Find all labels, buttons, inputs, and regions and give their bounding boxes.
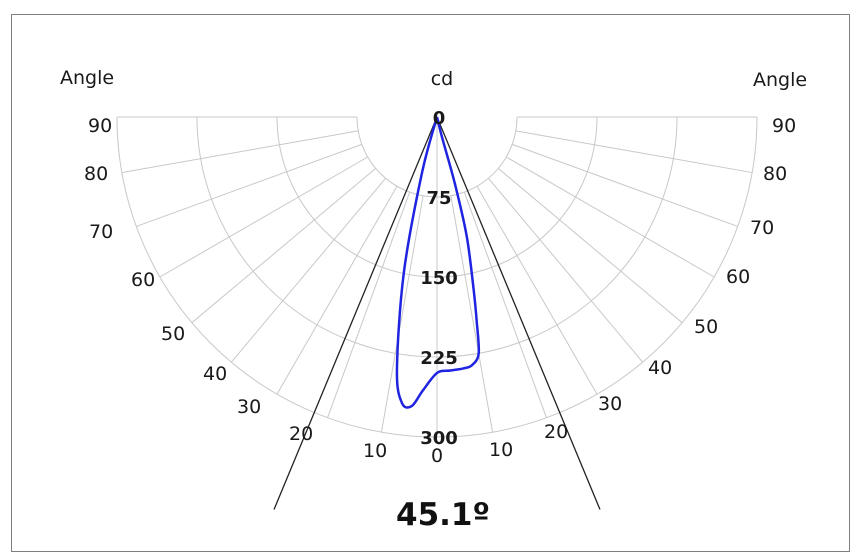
units-label: cd xyxy=(431,68,454,90)
grid-spoke-10 xyxy=(450,195,494,433)
beam-line-right xyxy=(436,116,601,510)
grid-spoke--40 xyxy=(230,177,386,363)
left-angle-tick-40: 40 xyxy=(203,363,227,385)
right-angle-tick-90: 90 xyxy=(772,115,796,137)
left-angle-tick-30: 30 xyxy=(237,396,261,418)
beam-angle-label: 45.1º xyxy=(396,497,490,533)
left-angle-tick-10: 10 xyxy=(363,440,387,462)
grid-spoke--60 xyxy=(159,156,368,278)
grid-spoke--50 xyxy=(191,168,377,324)
grid-spoke-80 xyxy=(515,130,753,174)
right-angle-tick-70: 70 xyxy=(750,217,774,239)
right-angle-tick-40: 40 xyxy=(648,357,672,379)
grid-spoke--30 xyxy=(276,186,398,395)
radial-tick-300: 300 xyxy=(420,428,458,449)
left-axis-title: Angle xyxy=(60,67,114,89)
grid-spoke-30 xyxy=(476,186,598,395)
chart-labels: Angle Angle cd 0 45.1º xyxy=(60,67,807,533)
radial-tick-75: 75 xyxy=(426,188,451,209)
beam-line-left xyxy=(273,116,438,510)
left-angle-tick-90: 90 xyxy=(88,115,112,137)
right-angle-tick-80: 80 xyxy=(763,163,787,185)
right-angle-tick-60: 60 xyxy=(726,266,750,288)
grid-spoke-60 xyxy=(506,156,715,278)
grid-spoke--80 xyxy=(121,130,359,174)
grid-spoke-70 xyxy=(512,143,738,227)
grid-spoke--10 xyxy=(380,195,424,433)
polar-grid xyxy=(116,116,758,438)
bottom-angle-tick: 0 xyxy=(431,445,443,467)
beam-angle-lines xyxy=(273,116,601,510)
intensity-curve-0 xyxy=(395,116,481,409)
grid-spoke-40 xyxy=(488,177,644,363)
radial-tick-150: 150 xyxy=(420,268,458,289)
grid-spoke-20 xyxy=(463,192,547,418)
right-angle-tick-10: 10 xyxy=(489,439,513,461)
left-angle-tick-60: 60 xyxy=(131,269,155,291)
right-axis-title: Angle xyxy=(753,69,807,91)
grid-spoke-50 xyxy=(497,168,683,324)
left-angle-tick-50: 50 xyxy=(161,323,185,345)
radial-tick-225: 225 xyxy=(420,348,458,369)
radial-tick-0: 0 xyxy=(433,108,446,129)
right-angle-tick-20: 20 xyxy=(544,421,568,443)
left-angle-tick-20: 20 xyxy=(289,423,313,445)
intensity-curve-layer xyxy=(395,116,481,409)
left-angle-tick-80: 80 xyxy=(84,163,108,185)
grid-spoke--20 xyxy=(327,192,411,418)
grid-spoke--70 xyxy=(136,143,362,227)
right-angle-tick-30: 30 xyxy=(598,393,622,415)
right-angle-tick-50: 50 xyxy=(694,316,718,338)
radial-tick-labels: 0 75 150 225 300 xyxy=(420,108,458,449)
angle-tick-labels: 90 80 70 60 50 40 30 20 10 90 80 70 60 50 40 30 20 10 xyxy=(84,115,796,462)
left-angle-tick-70: 70 xyxy=(89,221,113,243)
